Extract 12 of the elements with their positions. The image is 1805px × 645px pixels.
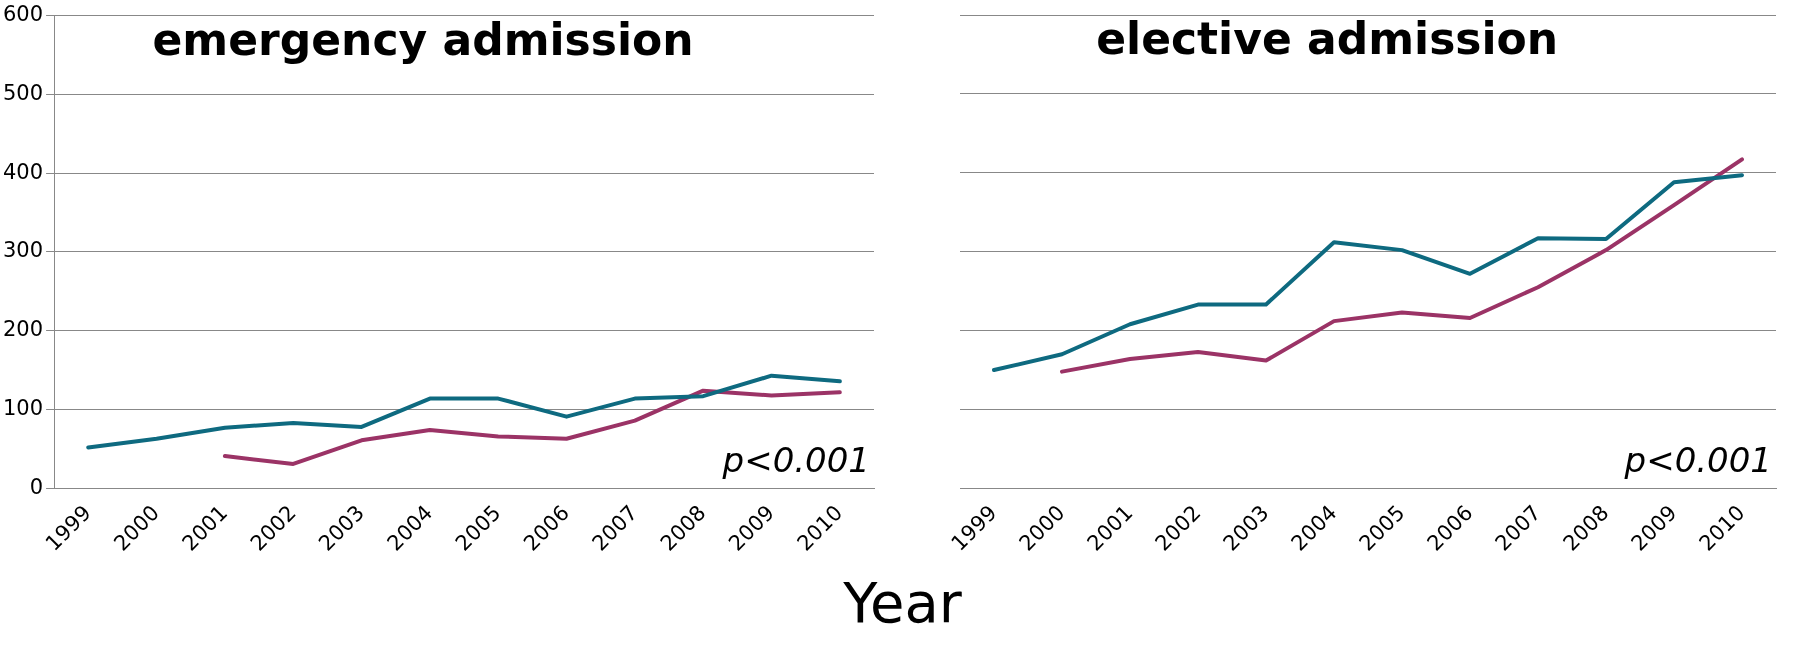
- annotation: p<0.001: [721, 440, 870, 481]
- y-tick-label: 400: [2, 159, 44, 184]
- y-tick-label: 300: [2, 238, 44, 263]
- chart-title: elective admission: [1096, 13, 1559, 65]
- y-tick-label: 600: [2, 2, 44, 27]
- y-tick-label: 200: [2, 317, 44, 342]
- y-tick-label: 100: [2, 396, 44, 421]
- y-tick-label: 500: [2, 80, 44, 105]
- y-tick-label: 0: [29, 474, 44, 499]
- annotation: p<0.001: [1623, 440, 1772, 481]
- x-axis-title: Year: [842, 570, 963, 635]
- chart-title: emergency admission: [152, 14, 694, 66]
